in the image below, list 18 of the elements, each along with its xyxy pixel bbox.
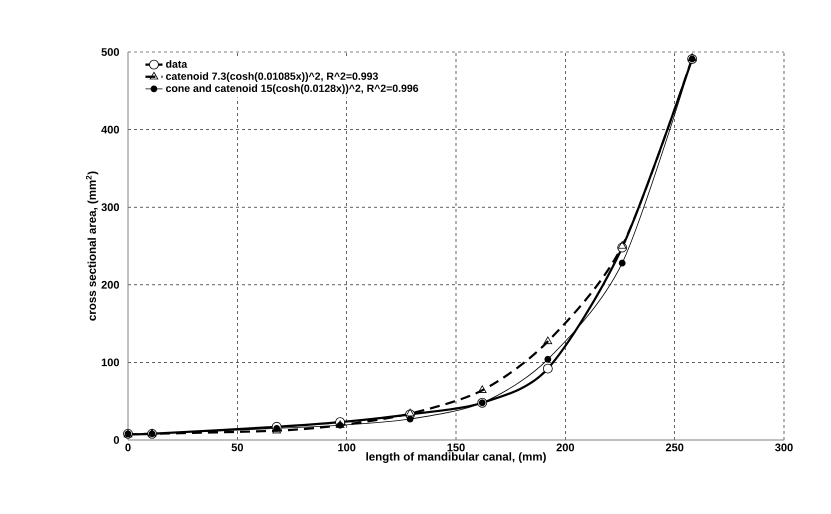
- x-tick-label: 200: [556, 444, 574, 452]
- y-tick-label: 100: [102, 358, 120, 366]
- legend-label: data: [166, 60, 188, 68]
- y-tick-label: 200: [102, 280, 120, 289]
- y-axis-title: cross sectional area, (mm$^{2}$): [86, 172, 98, 321]
- x-axis-title: length of mandibular canal, (mm): [366, 452, 546, 463]
- x-tick-label: 150: [448, 444, 465, 452]
- y-tick-label: 0: [114, 436, 120, 444]
- y-tick-label: 500: [101, 48, 120, 56]
- x-tick-label: 50: [232, 444, 243, 452]
- x-tick-label: 100: [338, 444, 356, 452]
- x-tick-label: 300: [775, 444, 793, 452]
- y-tick-label: 300: [101, 203, 120, 212]
- x-tick-label: 250: [666, 444, 684, 452]
- legend-label: cone and catenoid 15(cosh(0.0128x))^2, R^2=0.996: [166, 84, 418, 94]
- y-tick-label: 400: [101, 126, 120, 134]
- x-tick-label: 0: [125, 444, 131, 452]
- legend-label: catenoid 7.3(cosh(0.01085x))^2, R^2=0.993: [166, 72, 378, 82]
